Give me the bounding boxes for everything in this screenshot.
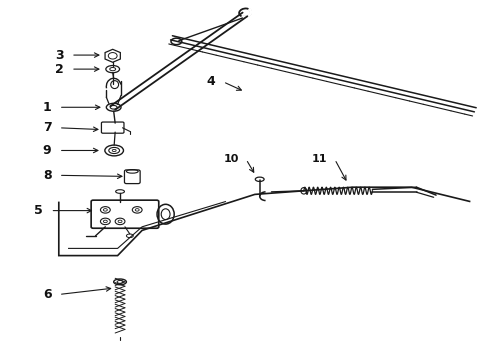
Text: 2: 2 (55, 63, 64, 76)
Text: 11: 11 (312, 154, 327, 164)
Text: 3: 3 (55, 49, 64, 62)
Text: 8: 8 (43, 169, 51, 182)
Text: 10: 10 (223, 154, 239, 164)
Text: 4: 4 (207, 75, 216, 88)
Text: 1: 1 (43, 101, 51, 114)
Text: 6: 6 (43, 288, 51, 301)
Text: 7: 7 (43, 121, 51, 134)
Text: 5: 5 (34, 204, 43, 217)
Text: 9: 9 (43, 144, 51, 157)
